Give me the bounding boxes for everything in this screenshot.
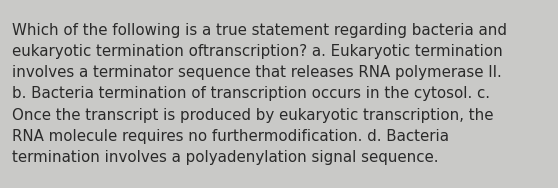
Text: Which of the following is a true statement regarding bacteria and
eukaryotic ter: Which of the following is a true stateme… [12,23,507,165]
